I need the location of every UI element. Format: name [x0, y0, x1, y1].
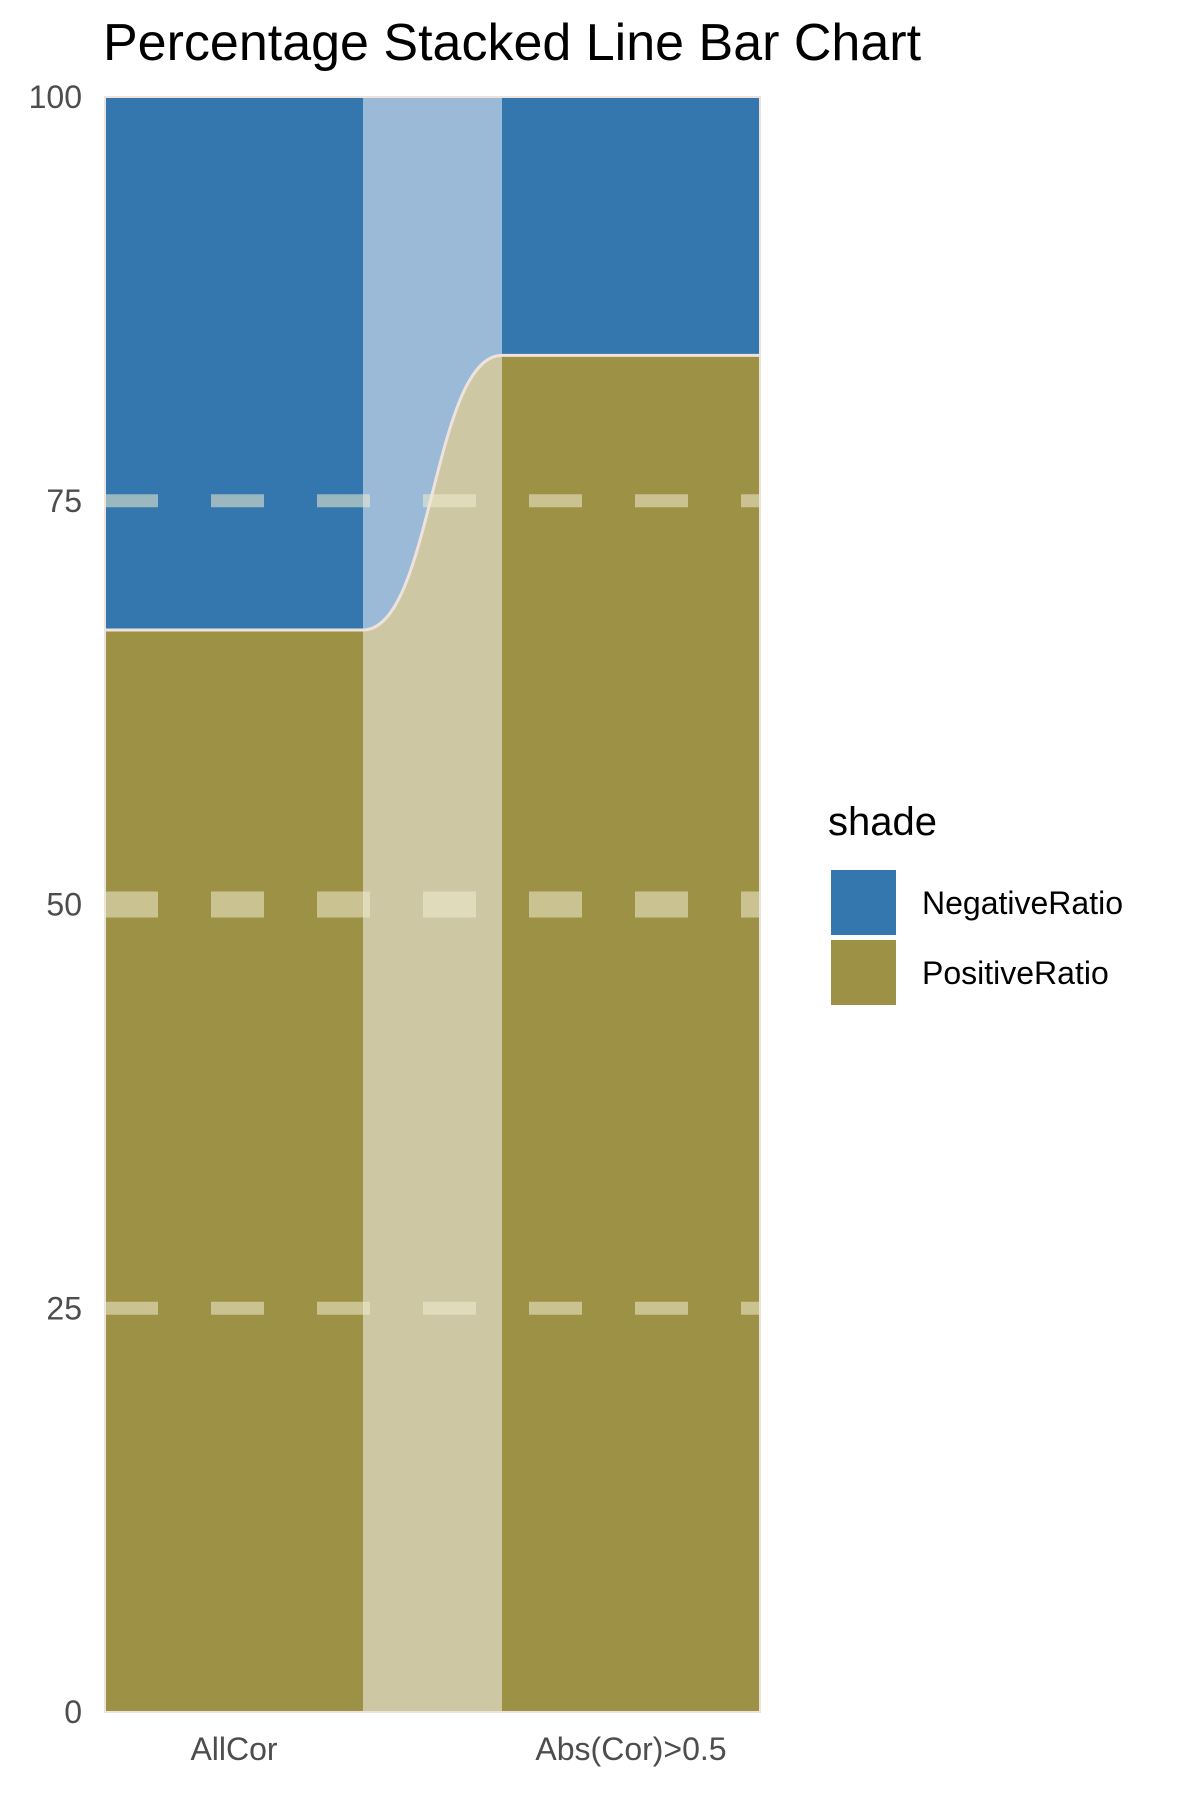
- plot-area: [104, 96, 761, 1713]
- legend-title: shade: [828, 800, 937, 844]
- legend-key-positiveratio: [831, 940, 896, 1005]
- axes: 0 25 50 75 100 AllCor Abs(Cor)>0.5: [29, 79, 727, 1767]
- y-tick-label: 100: [29, 79, 82, 115]
- chart-title: Percentage Stacked Line Bar Chart: [103, 14, 922, 72]
- y-tick-label: 75: [46, 483, 82, 519]
- bar-positive-ratio-0: [105, 629, 363, 1713]
- bar-negative-ratio-1: [502, 97, 760, 356]
- ribbon-positive-ratio: [363, 355, 502, 1712]
- grid-lines: [105, 494, 760, 1315]
- legend-label-positiveratio: PositiveRatio: [922, 955, 1109, 991]
- ribbon-negative-ratio: [363, 97, 502, 630]
- y-tick-label: 25: [46, 1290, 82, 1326]
- legend-label-negativeratio: NegativeRatio: [922, 885, 1123, 921]
- y-tick-label: 0: [64, 1694, 82, 1730]
- x-tick-label: Abs(Cor)>0.5: [535, 1731, 726, 1767]
- legend: shade NegativeRatio PositiveRatio: [828, 800, 1123, 1005]
- x-tick-label: AllCor: [190, 1731, 277, 1767]
- bar-negative-ratio-0: [105, 97, 363, 630]
- y-tick-label: 50: [46, 887, 82, 923]
- bar-positive-ratio-1: [502, 355, 760, 1712]
- stack-boundary-line: [105, 353, 760, 632]
- legend-key-negativeratio: [831, 870, 896, 935]
